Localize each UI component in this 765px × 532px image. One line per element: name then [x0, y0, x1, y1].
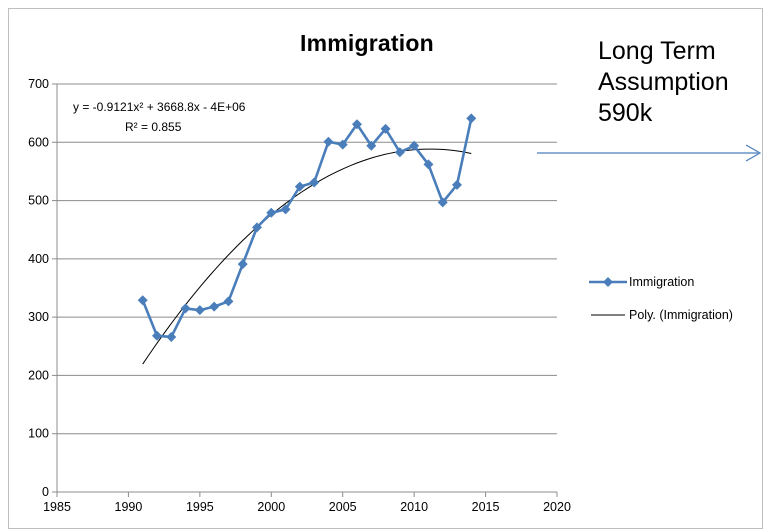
data-point	[323, 136, 334, 147]
data-point	[337, 139, 348, 150]
x-tick-label: 2005	[329, 500, 357, 514]
data-point	[366, 140, 377, 151]
legend-item-poly: Poly. (Immigration)	[589, 305, 733, 325]
projection-arrow	[537, 144, 762, 162]
data-point	[294, 181, 305, 192]
data-point	[309, 177, 320, 188]
data-point	[223, 296, 234, 307]
data-point	[152, 330, 162, 341]
data-point	[409, 140, 420, 151]
y-tick-label: 200	[28, 368, 49, 382]
annotation-line-3: 590k	[598, 99, 653, 127]
equation-text: y = -0.9121x² + 3668.8x - 4E+06	[73, 100, 246, 114]
x-tick-label: 1995	[186, 500, 214, 514]
r-squared-text: R² = 0.855	[125, 120, 182, 134]
x-tick-label: 1985	[43, 500, 71, 514]
data-point	[394, 147, 405, 158]
annotation-line-1: Long Term	[598, 37, 716, 65]
legend-label-immigration: Immigration	[629, 275, 695, 289]
chart-title: Immigration	[300, 30, 434, 56]
y-tick-label: 0	[42, 485, 49, 499]
data-point	[352, 119, 362, 130]
data-point	[252, 222, 262, 233]
data-point	[466, 113, 477, 124]
data-point	[237, 259, 248, 270]
trendline-curve	[142, 148, 472, 365]
data-point	[209, 301, 220, 312]
y-tick-label: 100	[28, 427, 49, 441]
legend-marker-diamond-icon	[589, 275, 627, 289]
annotation-line-2: Assumption	[598, 68, 729, 96]
series-line	[141, 118, 473, 339]
long-term-annotation: Long Term Assumption 590k	[598, 36, 729, 129]
data-point	[266, 207, 277, 218]
data-point	[280, 204, 291, 215]
y-tick-label: 600	[28, 135, 49, 149]
y-tick-label: 300	[28, 310, 49, 324]
data-point	[380, 123, 391, 134]
y-tick-label: 700	[28, 77, 49, 91]
gridlines	[57, 83, 557, 435]
legend: Immigration Poly. (Immigration)	[589, 272, 733, 338]
data-point	[137, 295, 148, 306]
y-tick-label: 500	[28, 194, 49, 208]
trendline-equation: y = -0.9121x² + 3668.8x - 4E+06 R² = 0.8…	[73, 100, 246, 134]
data-point	[180, 303, 191, 314]
x-tick-label: 2010	[400, 500, 428, 514]
data-point	[452, 179, 462, 190]
legend-trendline-icon	[589, 308, 627, 322]
data-point	[423, 159, 434, 170]
trendline	[142, 148, 472, 365]
chart-area	[8, 8, 763, 529]
x-tick-label: 2015	[472, 500, 500, 514]
series-immigration	[137, 113, 477, 342]
data-point	[437, 197, 448, 208]
axes: 0 100 200 300 400 500 600 700 1985 1990 1995 2000 20…	[28, 77, 571, 514]
legend-item-immigration: Immigration	[589, 272, 733, 292]
legend-label-poly: Poly. (Immigration)	[629, 308, 733, 322]
x-tick-label: 1990	[115, 500, 143, 514]
data-point	[166, 331, 177, 342]
x-tick-label: 2020	[543, 500, 571, 514]
data-point	[194, 305, 205, 316]
y-tick-label: 400	[28, 252, 49, 266]
x-tick-label: 2000	[257, 500, 285, 514]
